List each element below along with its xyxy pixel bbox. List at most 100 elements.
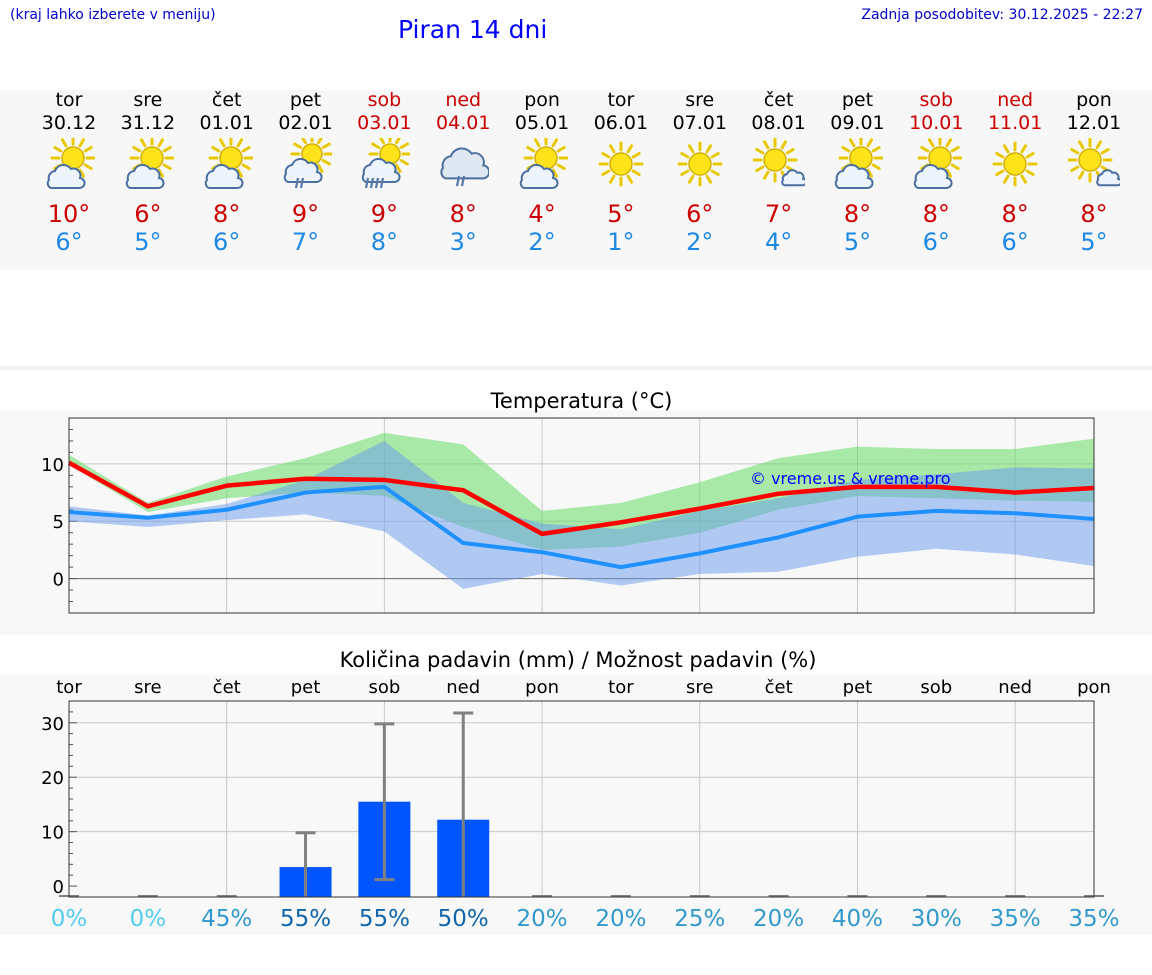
- day-name: sre: [133, 89, 163, 111]
- sun-icon: [992, 141, 1038, 187]
- precipitation-probability: 20%: [595, 906, 646, 932]
- precipitation-probability: 0%: [130, 906, 167, 932]
- precipitation-probability: 40%: [832, 906, 883, 932]
- precipitation-day-label: sob: [920, 677, 952, 698]
- precipitation-day-label: ned: [998, 677, 1032, 698]
- precipitation-day-label: pon: [1077, 677, 1111, 698]
- precipitation-probability: 25%: [674, 906, 725, 932]
- day-date: 05.01: [514, 112, 570, 134]
- day-name: pon: [1076, 89, 1112, 111]
- precipitation-probability: 55%: [359, 906, 410, 932]
- sun-cloud-icon: [125, 138, 174, 189]
- precipitation-probability: 55%: [280, 906, 331, 932]
- max-temperature: 8°: [922, 200, 950, 228]
- precipitation-plot-frame: [68, 700, 1095, 898]
- day-name: pet: [841, 89, 874, 111]
- day-name: ned: [445, 89, 482, 111]
- min-temperature: 5°: [843, 228, 872, 256]
- day-name: čet: [763, 89, 794, 111]
- cloud-rain-icon: [440, 147, 490, 187]
- max-temperature: 4°: [528, 200, 556, 228]
- precipitation-day-label: ned: [446, 677, 480, 698]
- max-temperature: 8°: [213, 200, 241, 228]
- region-menu-note: (kraj lahko izberete v meniju): [10, 7, 216, 23]
- precipitation-day-label: sre: [686, 677, 713, 698]
- sun-cloud-icon: [835, 138, 884, 189]
- min-temperature: 5°: [1080, 228, 1108, 256]
- day-date: 07.01: [672, 112, 727, 134]
- precipitation-day-label: tor: [56, 677, 82, 698]
- precipitation-day-label: pon: [525, 677, 559, 698]
- day-forecast-0: tor 30.12 10° 6°: [29, 88, 109, 256]
- precipitation-chart-title: Količina padavin (mm) / Možnost padavin …: [340, 648, 817, 672]
- last-update-label: Zadnja posodobitev: 30.12.2025 - 22:27: [861, 7, 1143, 23]
- day-name: pon: [524, 89, 560, 111]
- max-temperature: 6°: [134, 200, 162, 228]
- temperature-y-tick-label: 5: [53, 512, 64, 533]
- day-forecast-5: ned 04.01 8° 3°: [423, 88, 503, 256]
- temperature-y-tick-label: 10: [41, 455, 64, 476]
- sun-cloud-icon: [519, 138, 569, 189]
- day-forecast-12: ned 11.01 8° 6°: [975, 88, 1055, 256]
- sun-small-cloud-icon: [1067, 138, 1120, 187]
- day-date: 04.01: [436, 112, 491, 134]
- copyright-watermark: © vreme.us & vreme.pro: [750, 469, 951, 488]
- max-temperature: 8°: [843, 200, 872, 228]
- sun-cloud-rain-icon: [283, 138, 332, 189]
- precipitation-y-tick-label: 30: [41, 714, 64, 735]
- sun-small-cloud-icon: [752, 138, 805, 187]
- day-forecast-9: čet 08.01 7° 4°: [739, 88, 819, 256]
- day-name: sob: [367, 89, 402, 111]
- precipitation-day-label: čet: [765, 677, 793, 698]
- min-temperature: 4°: [764, 228, 793, 256]
- day-name: tor: [55, 89, 83, 111]
- sun-icon: [598, 141, 644, 187]
- daily-forecast-strip: [0, 90, 1152, 270]
- max-temperature: 10°: [47, 200, 91, 228]
- page-title: Piran 14 dni: [398, 15, 548, 44]
- precipitation-probability: 0%: [51, 906, 88, 932]
- day-date: 03.01: [357, 112, 412, 134]
- max-temperature-line: [67, 460, 1095, 537]
- temperature-plot-frame: [68, 417, 1095, 614]
- day-forecast-11: sob 10.01 8° 6°: [896, 88, 976, 256]
- precipitation-probability: 35%: [1068, 906, 1119, 932]
- sun-icon: [677, 141, 723, 187]
- day-name: čet: [211, 89, 242, 111]
- day-date: 31.12: [120, 112, 176, 134]
- precipitation-day-label: čet: [213, 677, 241, 698]
- max-temperature: 9°: [291, 200, 320, 228]
- day-forecast-4: sob 03.01 9° 8°: [344, 88, 424, 256]
- day-date: 01.01: [199, 112, 254, 134]
- temperature-y-tick-label: 0: [53, 570, 64, 591]
- day-name: tor: [607, 89, 635, 111]
- max-temperature: 5°: [607, 200, 635, 228]
- precipitation-probability: 30%: [911, 906, 962, 932]
- min-temperature: 5°: [134, 228, 162, 256]
- precipitation-probability: 35%: [990, 906, 1041, 932]
- day-forecast-1: sre 31.12 6° 5°: [108, 88, 188, 256]
- max-temperature: 9°: [370, 200, 399, 228]
- precipitation-day-label: sre: [134, 677, 161, 698]
- min-temperature: 6°: [1001, 228, 1029, 256]
- precipitation-day-label: tor: [608, 677, 634, 698]
- day-name: pet: [289, 89, 322, 111]
- day-date: 09.01: [830, 112, 885, 134]
- day-forecast-10: pet 09.01 8° 5°: [817, 88, 897, 256]
- min-temperature: 6°: [55, 228, 83, 256]
- sun-cloud-heavy-rain-icon: [362, 138, 411, 189]
- precipitation-probability: 20%: [753, 906, 804, 932]
- precipitation-plot-area: [69, 701, 1094, 897]
- precipitation-y-tick-label: 0: [53, 877, 64, 898]
- min-temperature: 1°: [607, 228, 635, 256]
- precipitation-day-label: pet: [291, 677, 321, 698]
- day-date: 10.01: [909, 112, 964, 134]
- day-date: 08.01: [751, 112, 806, 134]
- day-name: sre: [685, 89, 715, 111]
- day-date: 02.01: [278, 112, 333, 134]
- day-date: 11.01: [987, 112, 1043, 134]
- max-temperature: 8°: [449, 200, 477, 228]
- precipitation-day-label: sob: [368, 677, 400, 698]
- day-forecast-7: tor 06.01 5° 1°: [581, 88, 661, 256]
